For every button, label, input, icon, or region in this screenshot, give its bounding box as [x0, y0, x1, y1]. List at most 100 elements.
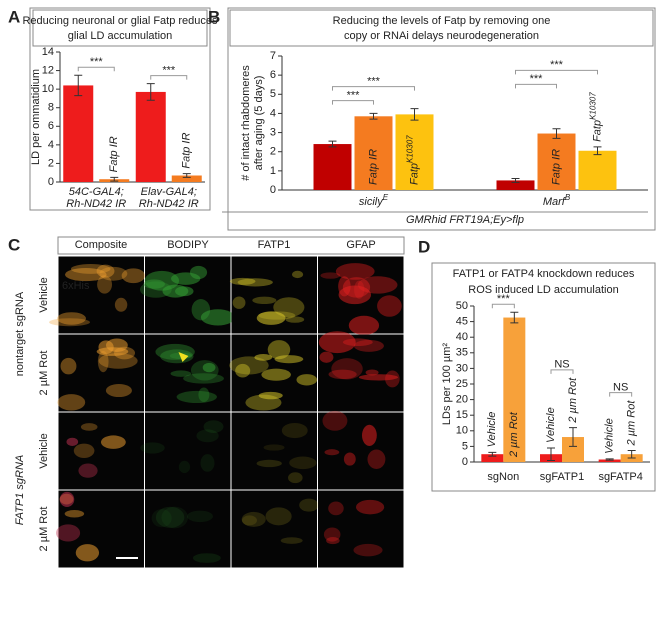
x-tick-label: Rh-ND42 IR	[139, 198, 199, 210]
cell	[343, 452, 356, 466]
y-tick-label: 12	[42, 64, 54, 76]
cell	[192, 553, 221, 563]
cell	[385, 370, 400, 388]
y-tick-label: 25	[456, 378, 468, 390]
panel-frame	[227, 7, 656, 231]
bar-label-main: Fatp	[408, 163, 420, 185]
cell	[358, 374, 399, 381]
cell	[263, 444, 285, 451]
cell	[229, 356, 269, 375]
bar	[135, 91, 166, 182]
y-tick-label: 20	[456, 394, 468, 406]
y-tick-label: 1	[270, 165, 276, 177]
y-tick-label: 7	[270, 50, 276, 62]
significance-label: ***	[497, 293, 511, 305]
cell	[289, 456, 317, 470]
bar-label: Vehicle	[486, 412, 498, 448]
arrowhead	[178, 352, 189, 362]
x-tick-label: 54C-GAL4;	[69, 186, 124, 198]
y-tick-label: 14	[42, 46, 54, 58]
y-tick-label: 15	[456, 409, 468, 421]
cell	[56, 524, 81, 542]
y-tick-label: 3	[270, 126, 276, 138]
row-label: 2 µM Rot	[38, 351, 50, 396]
header-frame	[57, 236, 405, 255]
micrograph	[231, 412, 317, 490]
y-tick-label: 0	[270, 184, 276, 196]
cell	[232, 296, 246, 309]
cell	[64, 509, 85, 518]
x-tick-label-sup: E	[383, 193, 389, 202]
error-bar	[182, 173, 191, 178]
chart-title: glial LD accumulation	[68, 30, 173, 42]
cell	[256, 311, 286, 325]
y-axis-label: LDs per 100 µm²	[441, 343, 453, 425]
error-bar	[74, 74, 83, 97]
y-tick-label: 0	[48, 176, 54, 188]
cell	[281, 422, 308, 439]
error-bar	[410, 108, 419, 121]
cell	[322, 410, 348, 431]
cell	[121, 268, 146, 284]
bar	[578, 150, 617, 190]
annotation: 6xHis	[62, 280, 90, 292]
error-bar	[146, 83, 155, 101]
footer: GMRhid FRT19A;Ey>flp	[406, 214, 524, 226]
bar	[63, 85, 94, 182]
cell	[254, 353, 273, 361]
significance-label: ***	[90, 56, 104, 68]
chart-title: copy or RNAi delays neurodegeneration	[344, 30, 539, 42]
group-label: FATP1 sgRNA	[14, 455, 26, 526]
cell	[66, 437, 79, 447]
cell	[365, 369, 379, 376]
error-bar	[510, 311, 519, 324]
cell	[97, 275, 113, 294]
row-label: Vehicle	[38, 277, 50, 312]
error-bar	[547, 447, 555, 461]
cell	[114, 297, 128, 312]
cell	[70, 264, 111, 274]
cell	[323, 527, 341, 542]
cell	[187, 510, 213, 523]
cell	[237, 278, 273, 287]
cell	[161, 506, 189, 529]
y-tick-label: 10	[42, 83, 54, 95]
x-tick-label-main: Marf	[543, 196, 566, 208]
column-header: BODIPY	[167, 239, 209, 251]
bar	[496, 180, 535, 190]
significance-bracket	[332, 86, 415, 91]
error-bar	[110, 176, 119, 182]
row-label: Vehicle	[38, 433, 50, 468]
cell	[196, 429, 219, 443]
cell	[267, 340, 291, 360]
y-tick-label: 2	[48, 157, 54, 169]
micrograph	[318, 490, 404, 568]
column-header: GFAP	[346, 239, 375, 251]
cell	[96, 264, 115, 278]
cell	[353, 339, 384, 352]
cell	[97, 350, 109, 373]
error-bar	[605, 458, 614, 461]
cell	[198, 387, 210, 403]
micrograph	[145, 490, 231, 568]
error-bar	[627, 449, 636, 459]
chart-title: ROS induced LD accumulation	[468, 284, 618, 296]
chart-title: Reducing the levels of Fatp by removing …	[333, 15, 551, 27]
micrograph	[58, 256, 144, 334]
cell	[318, 331, 356, 354]
cell	[291, 270, 304, 279]
cell	[140, 442, 165, 454]
cell	[320, 272, 341, 279]
significance-label: ***	[347, 90, 361, 102]
y-tick-label: 10	[456, 425, 468, 437]
y-tick-label: 50	[456, 300, 468, 312]
x-tick-label: sgFATP1	[540, 471, 584, 483]
significance-label: NS	[613, 382, 628, 394]
cell	[288, 472, 303, 484]
y-axis-label: # of intact rhabdomeres	[240, 65, 252, 181]
error-bar	[569, 427, 577, 447]
x-tick-label: sgNon	[487, 471, 519, 483]
cell	[60, 357, 77, 375]
micrograph	[318, 412, 404, 490]
